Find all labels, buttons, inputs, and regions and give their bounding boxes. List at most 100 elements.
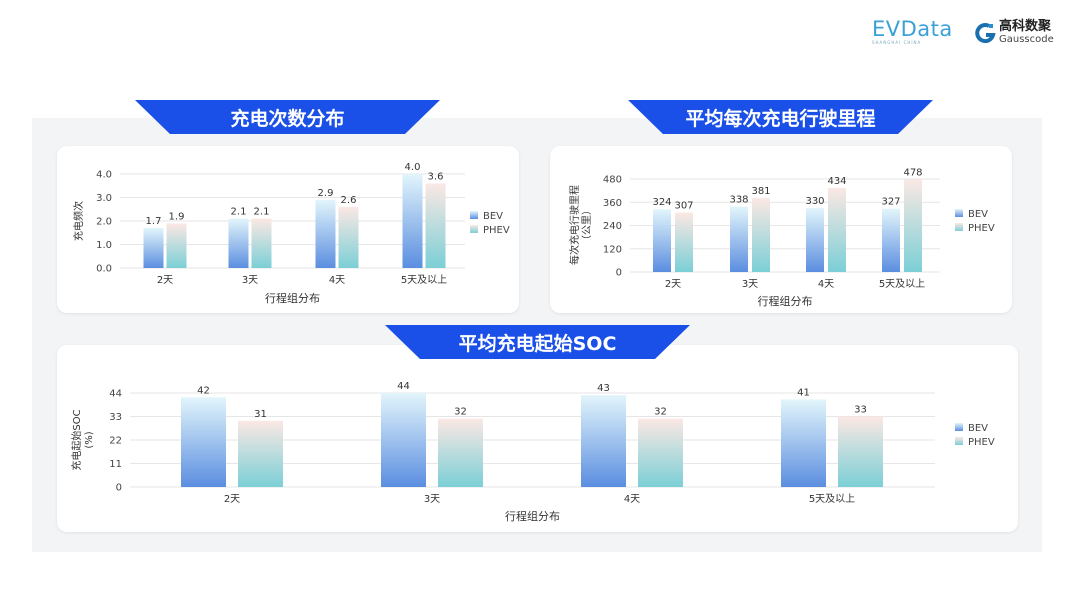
y-axis-label: 每次充电行驶里程	[568, 185, 581, 265]
bar-bev	[581, 395, 626, 487]
data-label: 381	[751, 186, 770, 197]
y-tick-label: 0	[616, 268, 622, 279]
bar-phev	[166, 223, 187, 268]
bar-bev	[730, 206, 748, 272]
legend-label: BEV	[483, 211, 503, 222]
banner-title: 充电次数分布	[230, 107, 345, 130]
gausscode-logo-icon	[975, 23, 996, 43]
bar-bev	[781, 399, 826, 487]
gausscode-logo-en: Gausscode	[999, 34, 1054, 45]
bar-phev	[251, 218, 272, 268]
bar-phev	[638, 418, 683, 487]
y-tick-label: 44	[109, 389, 122, 400]
y-tick-label: 1.0	[96, 240, 112, 251]
bar-bev	[181, 397, 226, 487]
x-tick-label: 2天	[224, 494, 240, 505]
data-label: 3.6	[428, 171, 444, 182]
x-tick-label: 4天	[818, 279, 834, 290]
bar-phev	[838, 416, 883, 487]
data-label: 43	[597, 383, 610, 394]
legend-label: BEV	[968, 423, 988, 434]
legend-label: PHEV	[968, 223, 995, 234]
legend-label: PHEV	[968, 437, 995, 448]
data-label: 330	[805, 196, 824, 207]
bar-phev	[425, 183, 446, 268]
data-label: 1.9	[169, 211, 185, 222]
data-label: 31	[254, 409, 267, 420]
data-label: 44	[397, 381, 410, 392]
bar-phev	[338, 206, 359, 268]
data-label: 327	[881, 197, 900, 208]
data-label: 2.1	[231, 207, 247, 218]
gausscode-logo: 高科数聚 Gausscode	[974, 20, 1054, 46]
evdata-logo-sub: SHANGHAI CHINA	[872, 40, 922, 45]
y-tick-label: 3.0	[96, 193, 112, 204]
y-tick-label: 11	[109, 459, 122, 470]
x-tick-label: 3天	[742, 279, 758, 290]
bar-phev	[904, 179, 922, 272]
y-tick-label: 4.0	[96, 170, 112, 181]
data-label: 478	[903, 167, 922, 178]
gausscode-logo-cn: 高科数聚	[999, 19, 1052, 34]
banner-mileage: 平均每次充电行驶里程	[628, 100, 933, 134]
x-axis-label: 行程组分布	[758, 294, 813, 308]
data-label: 32	[454, 407, 467, 418]
x-axis-label: 行程组分布	[505, 509, 560, 523]
x-axis-label: 行程组分布	[265, 291, 320, 305]
legend-swatch	[955, 437, 963, 445]
y-tick-label: 0	[116, 483, 122, 494]
bar-bev	[381, 393, 426, 487]
data-label: 338	[729, 195, 748, 206]
banner-title: 平均每次充电行驶里程	[685, 107, 876, 130]
banner-soc: 平均充电起始SOC	[385, 325, 690, 359]
legend-swatch	[470, 225, 478, 233]
data-label: 2.1	[254, 207, 270, 218]
x-tick-label: 2天	[157, 275, 173, 286]
data-label: 41	[797, 387, 810, 398]
x-tick-label: 5天及以上	[879, 278, 925, 290]
legend-swatch	[955, 423, 963, 431]
data-label: 1.7	[146, 216, 162, 227]
y-axis-unit: (%)	[84, 431, 95, 448]
data-label: 434	[827, 176, 846, 187]
x-tick-label: 4天	[329, 275, 345, 286]
data-label: 2.6	[341, 195, 357, 206]
y-tick-label: 360	[603, 198, 622, 209]
x-tick-label: 5天及以上	[401, 274, 447, 286]
y-axis-unit: （公里）	[581, 205, 593, 245]
x-tick-label: 3天	[242, 275, 258, 286]
y-tick-label: 22	[109, 436, 122, 447]
bar-bev	[402, 174, 423, 268]
y-axis-label: 充电起始SOC	[70, 409, 83, 470]
legend-label: BEV	[968, 209, 988, 220]
bar-phev	[675, 212, 693, 272]
y-tick-label: 480	[603, 175, 622, 186]
y-tick-label: 2.0	[96, 217, 112, 228]
data-label: 33	[854, 405, 867, 416]
banner-title: 平均充电起始SOC	[458, 332, 617, 355]
chart-card-mileage	[550, 146, 1012, 313]
evdata-logo-text: EVData	[872, 17, 953, 41]
y-tick-label: 120	[603, 244, 622, 255]
x-tick-label: 3天	[424, 494, 440, 505]
bar-phev	[238, 420, 283, 487]
bar-bev	[228, 218, 249, 268]
x-tick-label: 2天	[665, 279, 681, 290]
legend-swatch	[470, 211, 478, 219]
x-tick-label: 5天及以上	[809, 493, 855, 505]
evdata-logo: EVData SHANGHAI CHINA	[872, 18, 953, 45]
bar-bev	[653, 209, 671, 272]
x-tick-label: 4天	[624, 494, 640, 505]
data-label: 4.0	[405, 162, 421, 173]
data-label: 324	[652, 197, 671, 208]
bar-bev	[143, 228, 164, 268]
banner-charge-count: 充电次数分布	[135, 100, 440, 134]
bar-bev	[315, 199, 336, 268]
data-label: 307	[674, 201, 693, 212]
y-tick-label: 33	[109, 412, 122, 423]
data-label: 32	[654, 407, 667, 418]
data-label: 2.9	[318, 188, 334, 199]
bar-phev	[828, 187, 846, 272]
data-label: 42	[197, 385, 210, 396]
